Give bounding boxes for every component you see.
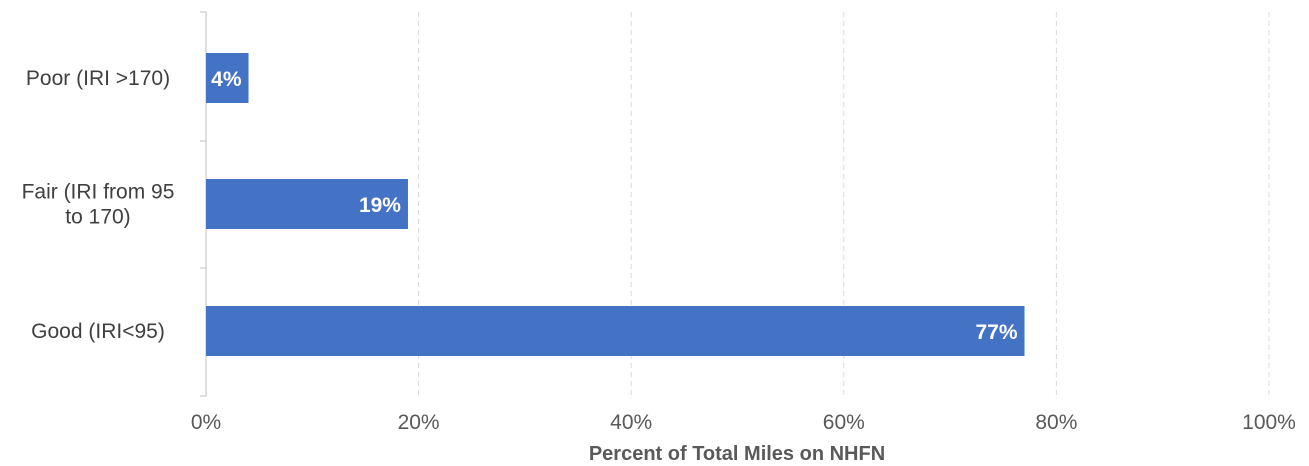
- x-tick-labels: 0% 20% 40% 60% 80% 100%: [191, 411, 1296, 434]
- y-axis: [200, 11, 207, 397]
- bar-1: [206, 179, 408, 229]
- bars: 4% 19% 77%: [206, 53, 1025, 356]
- x-tick-label-0: 0%: [191, 411, 221, 434]
- category-label-0: Poor (IRI >170): [26, 67, 170, 90]
- x-tick-label-20: 20%: [398, 411, 440, 434]
- data-label-1: 19%: [359, 194, 401, 217]
- x-tick-label-60: 60%: [823, 411, 865, 434]
- data-label-2: 77%: [975, 321, 1017, 344]
- x-axis-title: Percent of Total Miles on NHFN: [589, 443, 885, 465]
- x-tick-label-80: 80%: [1035, 411, 1077, 434]
- x-tick-label-40: 40%: [610, 411, 652, 434]
- bar-2: [206, 306, 1025, 356]
- category-label-2: Good (IRI<95): [31, 320, 165, 343]
- category-labels: Poor (IRI >170) Fair (IRI from 95 to 170) G…: [22, 67, 175, 343]
- category-label-1: Fair (IRI from 95 to 170): [22, 181, 175, 229]
- bar-0: [206, 53, 249, 103]
- x-tick-label-100: 100%: [1242, 411, 1296, 434]
- data-label-0: 4%: [211, 68, 242, 91]
